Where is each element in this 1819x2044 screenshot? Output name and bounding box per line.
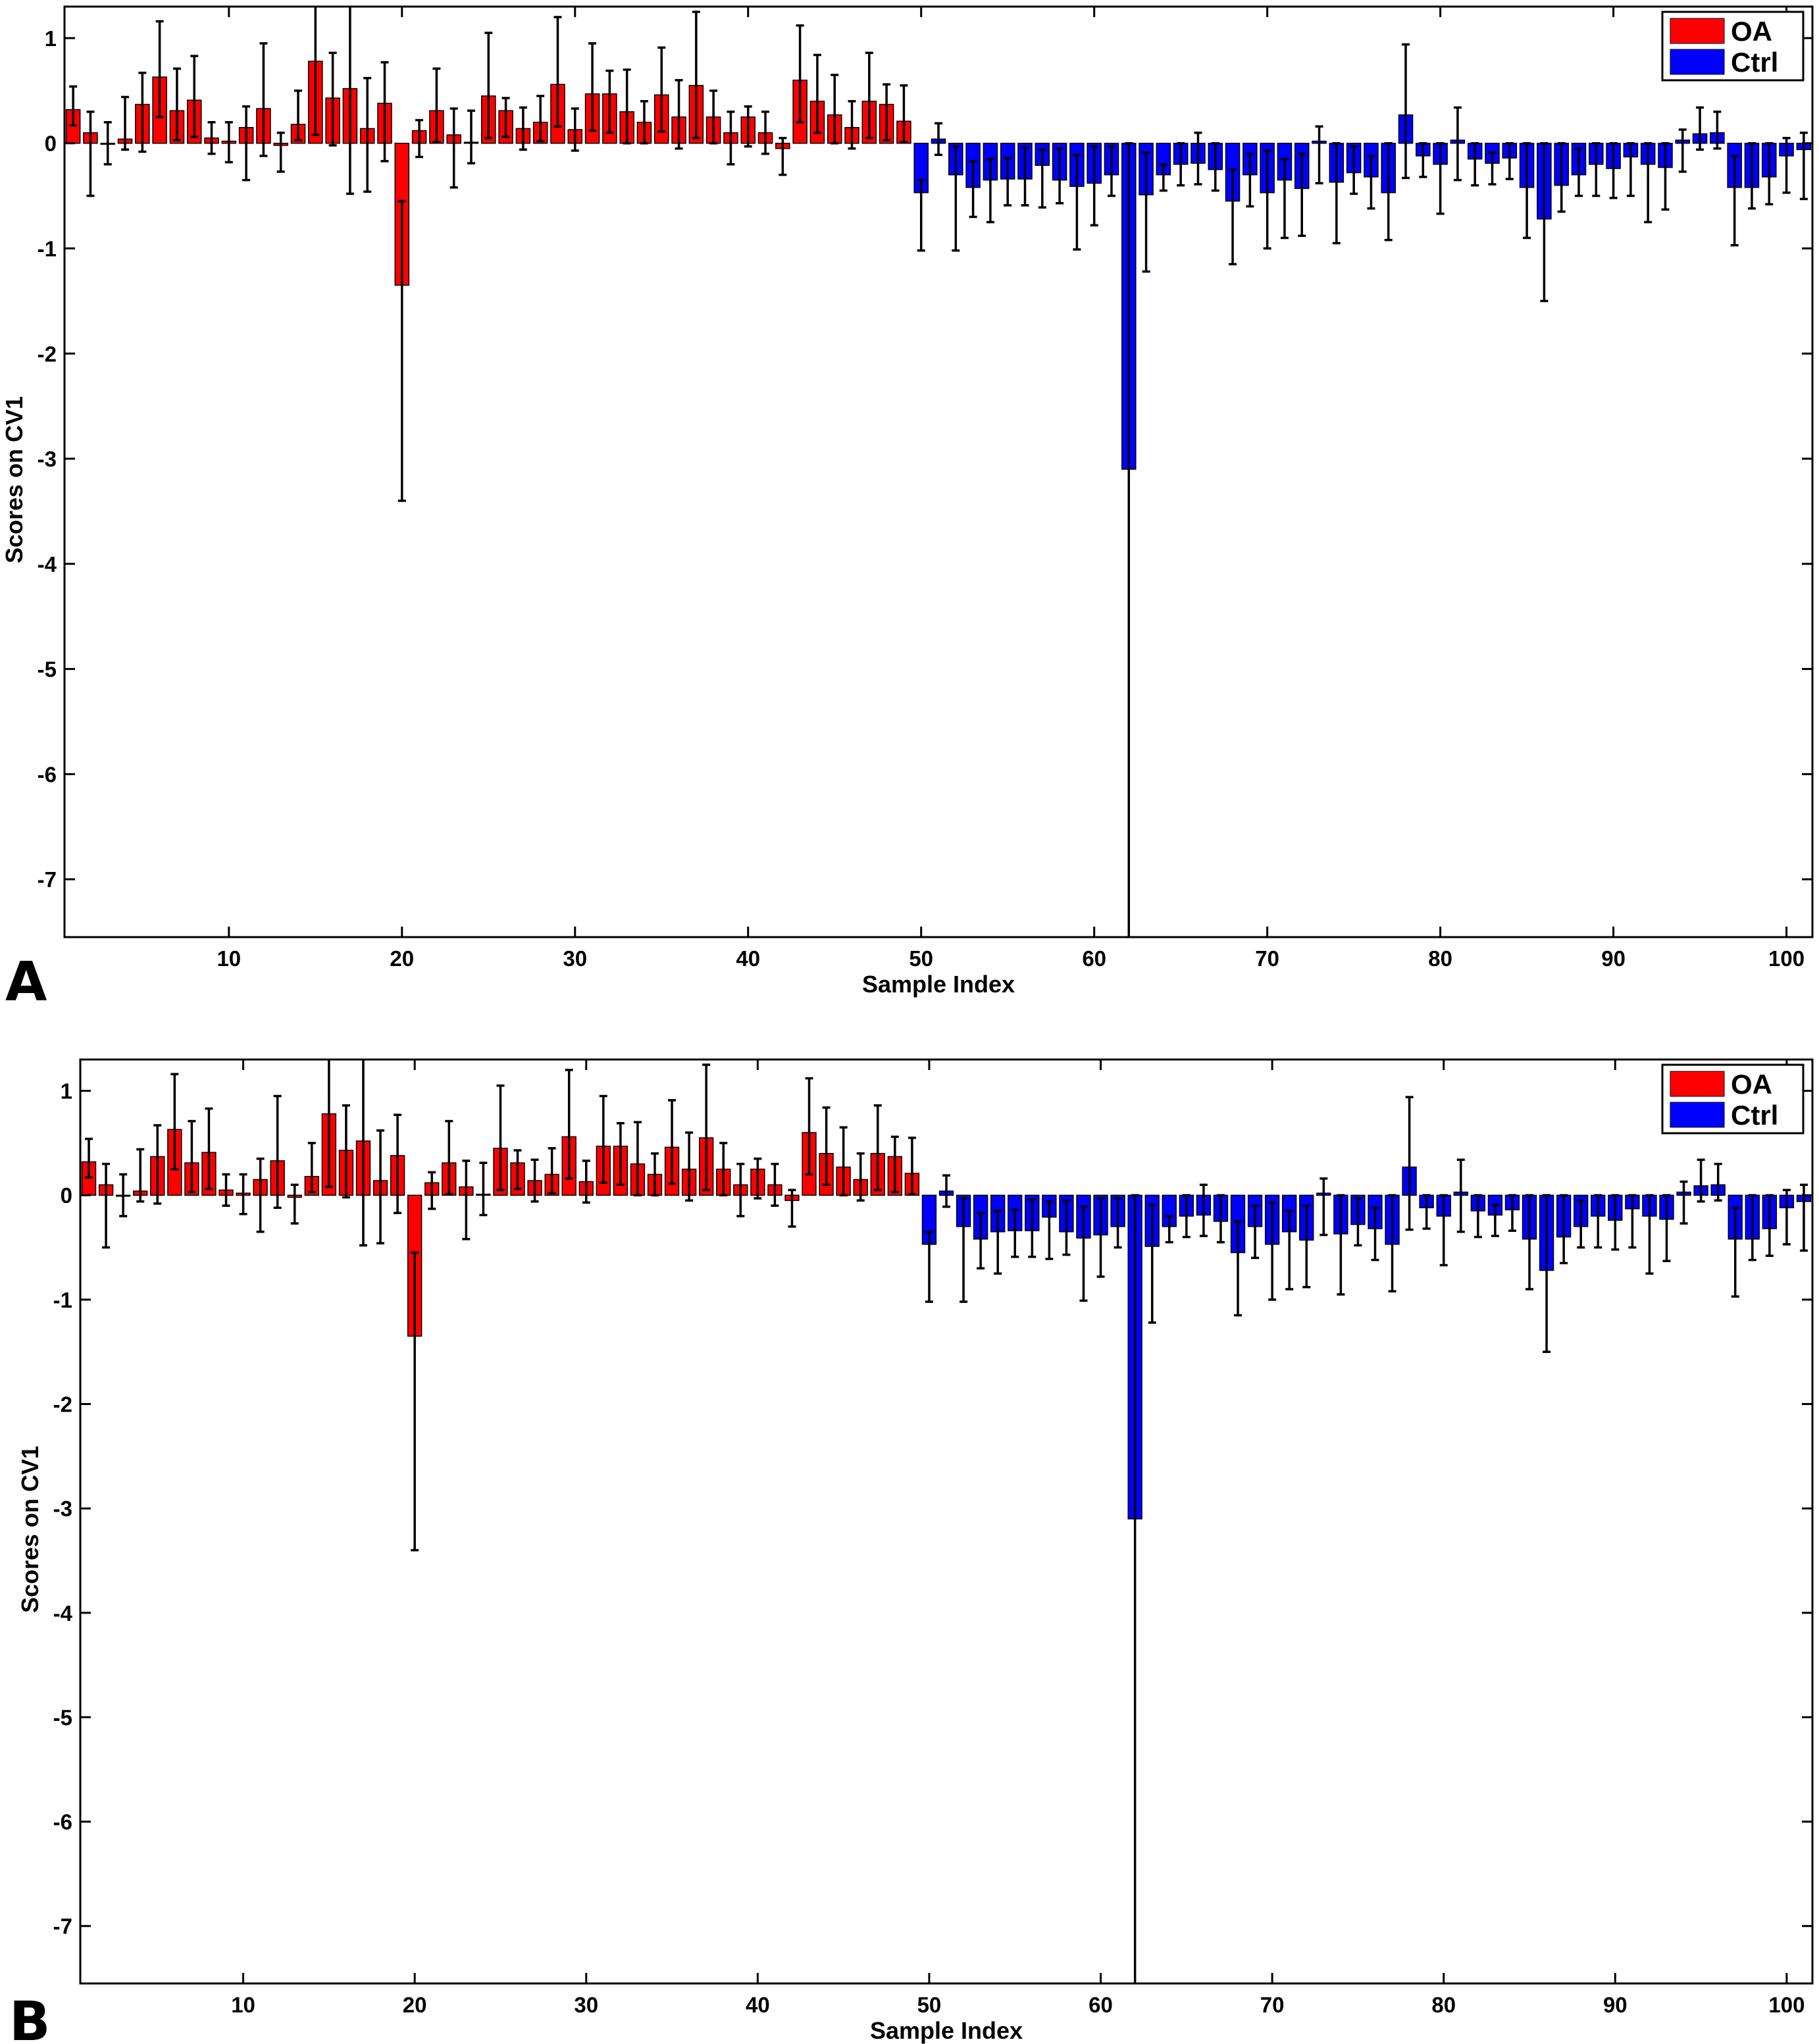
legend-label-ctrl-b: Ctrl: [1731, 1100, 1778, 1131]
y-tick-label: -5: [53, 1705, 72, 1729]
legend-label-oa-b: OA: [1731, 1069, 1772, 1100]
y-tick-label: -2: [38, 342, 57, 366]
x-tick-label: 30: [574, 1993, 598, 2017]
x-axis-label-b: Sample Index: [870, 2017, 1023, 2044]
y-tick-label: 1: [45, 26, 57, 51]
x-tick-label: 80: [1428, 946, 1452, 971]
legend-a: OA Ctrl: [1661, 11, 1805, 82]
plot-area-b: [79, 1058, 1814, 1985]
y-tick-label: -7: [53, 1914, 72, 1939]
error-bars-a: [69, 7, 1808, 937]
panel-b: B 10 20 30 40 50 60 70 80 90 10010-1-2-3-4-5-6-7 …: [9, 1058, 1814, 2044]
y-tick-label: -7: [38, 867, 57, 892]
x-tick-label: 70: [1255, 946, 1279, 971]
x-axis-label-a: Sample Index: [862, 971, 1015, 998]
legend-swatch-ctrl-a: [1670, 49, 1725, 75]
x-tick-label: 100: [1768, 946, 1805, 971]
legend-swatch-ctrl-b: [1670, 1102, 1725, 1128]
y-tick-label: 0: [45, 132, 57, 156]
legend-label-oa-a: OA: [1731, 16, 1772, 47]
plot-area-a: [63, 5, 1814, 938]
y-tick-label: -4: [53, 1601, 73, 1625]
x-tick-label: 40: [746, 1993, 770, 2017]
x-tick-label: 80: [1431, 1993, 1456, 2017]
x-tick-label: 90: [1601, 946, 1626, 971]
panel-label-a: A: [5, 951, 47, 1013]
y-tick-label: -2: [53, 1392, 72, 1417]
x-tick-label: 90: [1603, 1993, 1627, 2017]
legend-b: OA Ctrl: [1661, 1063, 1805, 1135]
x-tick-label: 10: [231, 1993, 255, 2017]
legend-label-ctrl-a: Ctrl: [1731, 47, 1778, 78]
x-tick-label: 60: [1089, 1993, 1113, 2017]
x-tick-label: 10: [217, 946, 241, 971]
x-tick-label: 40: [736, 946, 760, 971]
legend-swatch-oa-b: [1670, 1071, 1725, 1097]
y-tick-label: -5: [38, 657, 57, 682]
y-tick-label: -4: [38, 552, 57, 576]
plot-frame: [79, 1058, 1814, 1985]
y-tick-label: -6: [53, 1810, 72, 1834]
x-tick-label: 50: [917, 1993, 942, 2017]
x-tick-label: 60: [1082, 946, 1106, 971]
y-axis-label-b: Scores on CV1: [16, 1446, 43, 1613]
y-tick-label: -1: [38, 236, 57, 261]
x-tick-label: 20: [403, 1993, 427, 2017]
y-tick-label: 0: [61, 1183, 72, 1208]
y-tick-label: 1: [61, 1079, 72, 1104]
panel-a: A 10 20 30 40 50 60 70 80 90 10010-1-2-3-4-5-6-7 …: [1, 5, 1814, 1013]
x-tick-label: 100: [1768, 1993, 1805, 2017]
x-tick-label: 70: [1260, 1993, 1285, 2017]
error-bars-b: [85, 1060, 1808, 1983]
x-tick-label: 20: [390, 946, 414, 971]
y-tick-label: -6: [38, 762, 57, 786]
plot-frame: [63, 5, 1814, 938]
y-tick-label: -3: [53, 1496, 72, 1521]
panel-label-b: B: [9, 1991, 51, 2044]
x-tick-label: 50: [909, 946, 933, 971]
y-axis-label-a: Scores on CV1: [1, 396, 28, 563]
y-tick-label: -3: [38, 447, 57, 471]
y-tick-label: -1: [53, 1288, 72, 1312]
legend-swatch-oa-a: [1670, 18, 1725, 44]
x-tick-label: 30: [563, 946, 587, 971]
